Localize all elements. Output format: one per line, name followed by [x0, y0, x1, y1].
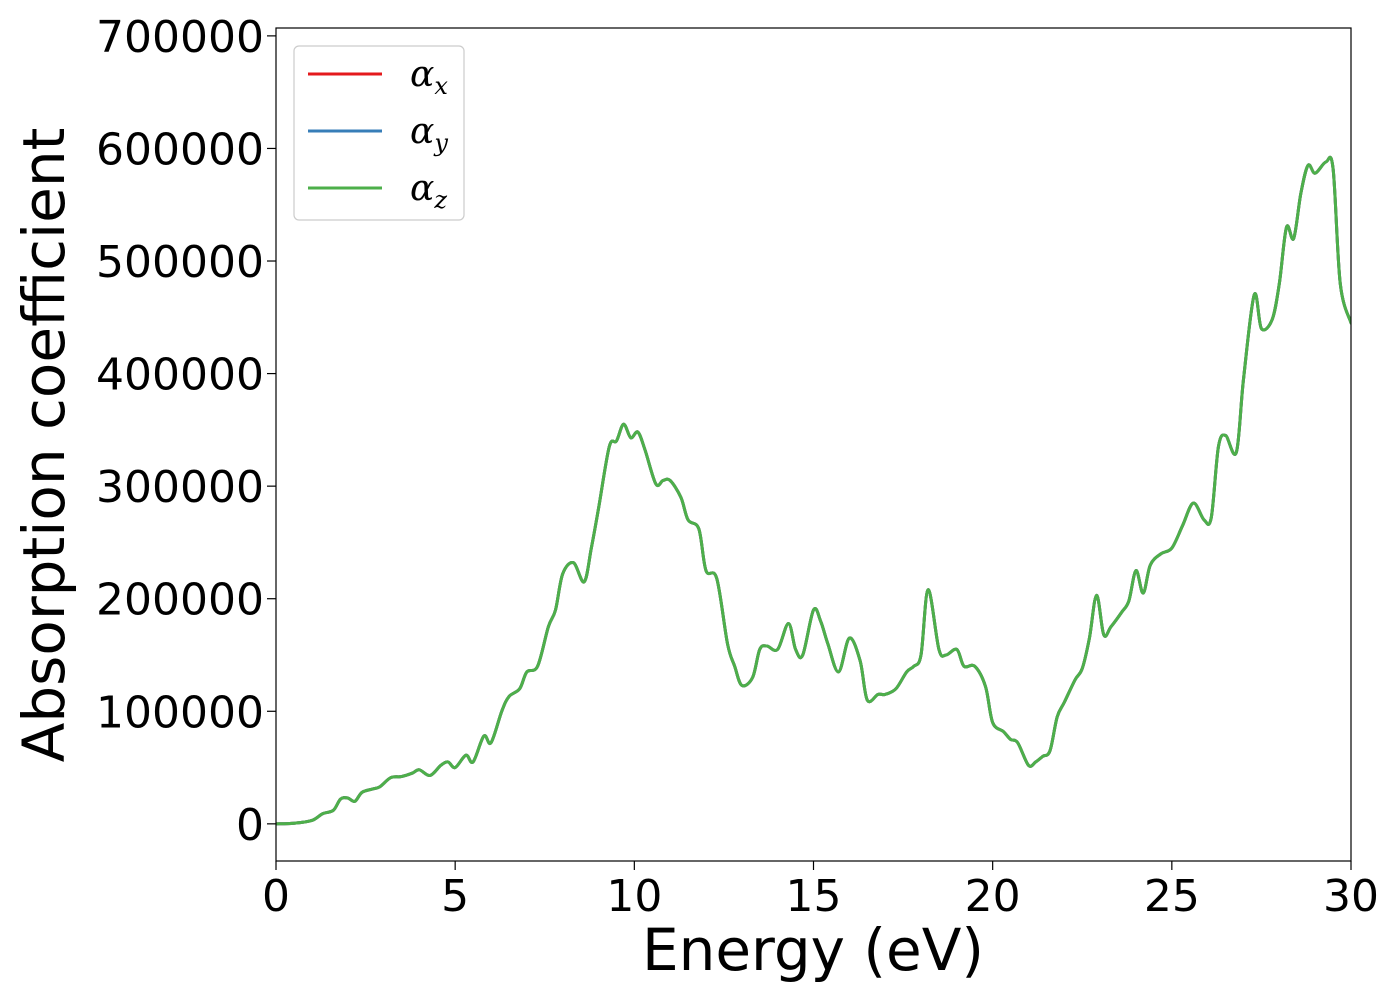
x-axis-label: Energy (eV)	[642, 916, 984, 984]
x-tick-label: 30	[1323, 871, 1379, 922]
x-axis: 0 5 10 15 20 25 30	[262, 861, 1379, 922]
x-tick-label: 20	[965, 871, 1021, 922]
y-tick-label: 200000	[96, 575, 264, 626]
x-tick-label: 5	[441, 871, 469, 922]
x-tick-label: 15	[786, 871, 842, 922]
y-tick-label: 400000	[96, 350, 264, 401]
legend-label-alpha-x: αx	[410, 54, 448, 100]
x-tick-label: 10	[606, 871, 662, 922]
y-tick-label: 0	[236, 800, 264, 851]
legend: αx αy αz	[293, 45, 465, 221]
series-line-alpha-z	[276, 155, 1351, 826]
legend-label-alpha-y: αy	[410, 111, 448, 157]
x-tick-label: 25	[1144, 871, 1200, 922]
y-tick-label: 500000	[96, 237, 264, 288]
y-tick-label: 600000	[96, 124, 264, 175]
series-layer	[276, 155, 1351, 826]
legend-box	[293, 45, 465, 221]
x-tick-label: 0	[262, 871, 290, 922]
y-axis-label: Absorption coefficient	[10, 128, 78, 763]
legend-label-alpha-z: αz	[410, 168, 447, 214]
y-tick-label: 700000	[96, 12, 264, 63]
y-tick-label: 100000	[96, 687, 264, 738]
y-axis: 0 100000 200000 300000 400000 500000 600000 700…	[96, 12, 276, 851]
y-tick-label: 300000	[96, 462, 264, 513]
